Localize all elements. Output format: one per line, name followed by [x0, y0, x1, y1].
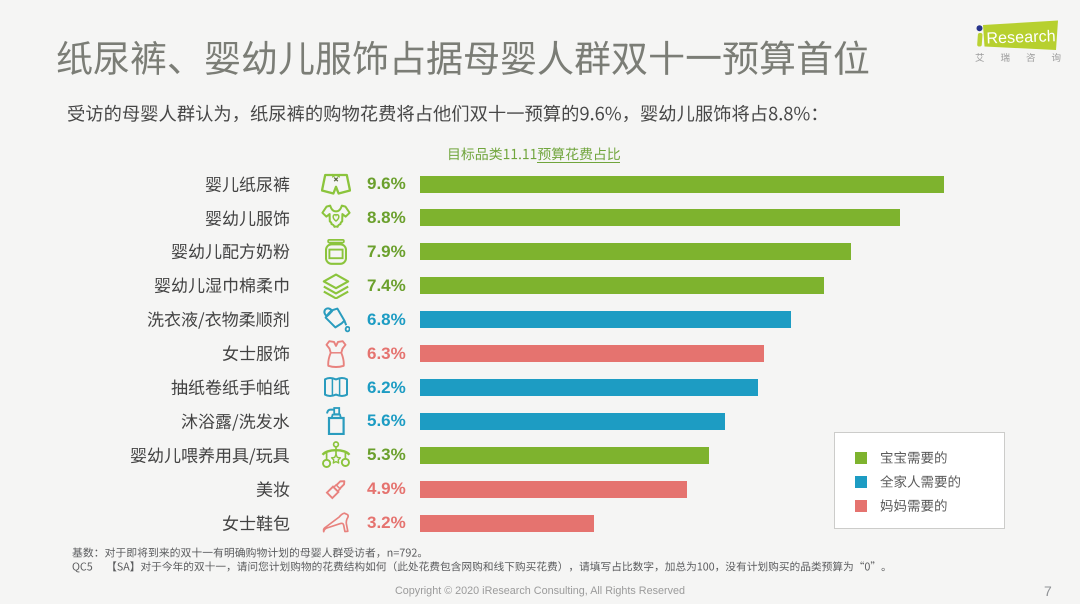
svg-text:Research: Research [986, 28, 1056, 47]
